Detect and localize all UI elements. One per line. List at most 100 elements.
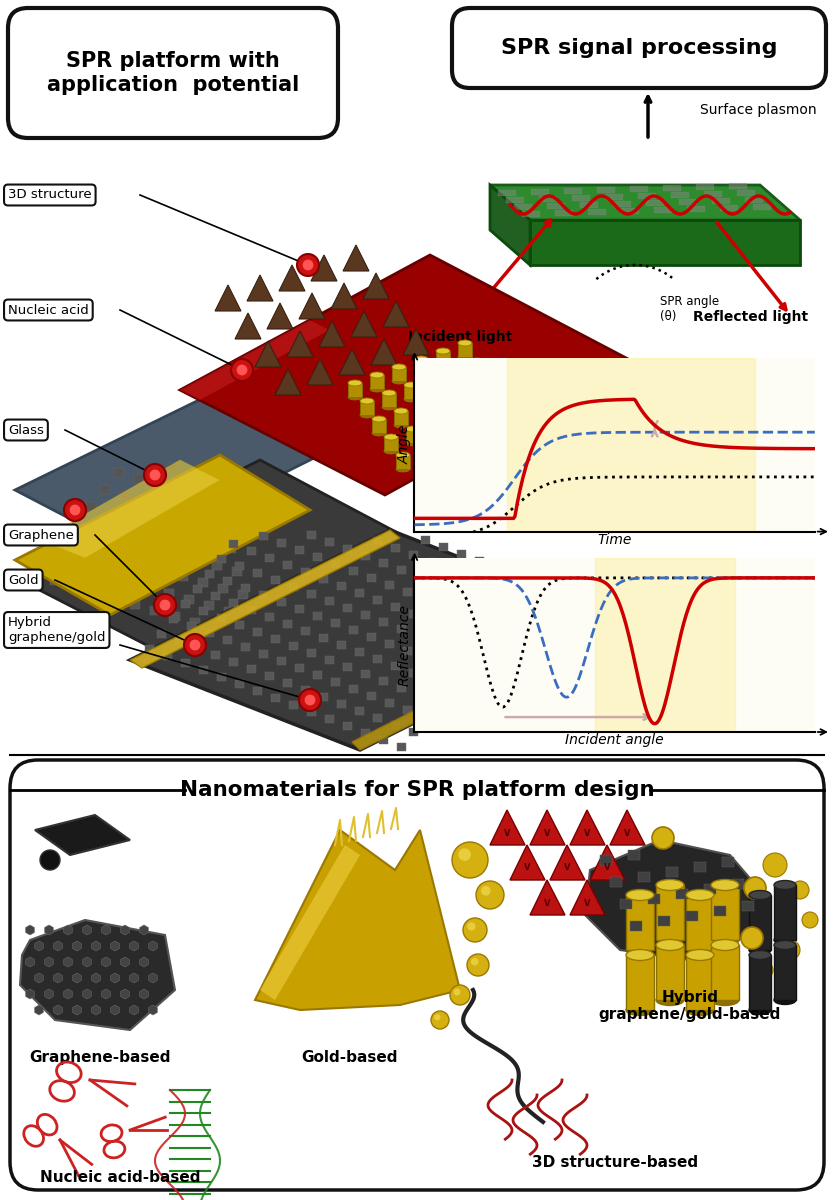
Bar: [439, 661, 448, 670]
Ellipse shape: [414, 356, 428, 362]
Ellipse shape: [384, 434, 398, 440]
Bar: [343, 604, 352, 612]
Bar: [217, 614, 226, 622]
Text: V: V: [624, 828, 631, 838]
X-axis label: Time: Time: [597, 533, 632, 547]
Circle shape: [802, 912, 818, 928]
Bar: [188, 469, 198, 478]
Circle shape: [476, 881, 504, 910]
Bar: [214, 498, 224, 506]
Bar: [235, 562, 244, 570]
Ellipse shape: [440, 450, 454, 456]
Polygon shape: [299, 293, 325, 319]
Bar: [391, 544, 400, 552]
Bar: [448, 370, 462, 383]
Bar: [283, 560, 292, 569]
Ellipse shape: [418, 458, 432, 464]
Ellipse shape: [506, 426, 520, 432]
Bar: [712, 198, 730, 204]
Bar: [271, 635, 280, 643]
Polygon shape: [255, 830, 460, 1010]
Bar: [186, 532, 196, 541]
Text: SPR platform with
application  potential: SPR platform with application potential: [47, 52, 299, 95]
Polygon shape: [15, 380, 350, 550]
Circle shape: [450, 985, 470, 1006]
Ellipse shape: [370, 386, 384, 392]
Bar: [181, 600, 190, 608]
Ellipse shape: [406, 440, 420, 446]
Circle shape: [454, 989, 460, 996]
Circle shape: [780, 940, 800, 960]
Bar: [704, 884, 716, 894]
Bar: [92, 526, 102, 534]
Ellipse shape: [396, 452, 410, 458]
Ellipse shape: [482, 376, 496, 382]
Bar: [166, 526, 176, 535]
Bar: [385, 640, 394, 648]
Bar: [493, 623, 502, 631]
Bar: [98, 548, 108, 557]
Bar: [44, 553, 54, 562]
Bar: [379, 618, 388, 626]
Ellipse shape: [416, 400, 430, 406]
Bar: [409, 610, 418, 618]
Bar: [134, 474, 144, 482]
Bar: [90, 588, 100, 596]
Ellipse shape: [348, 380, 362, 386]
Bar: [737, 190, 755, 196]
Bar: [694, 862, 706, 872]
Bar: [325, 715, 334, 722]
Bar: [361, 728, 370, 737]
Text: Hybrid
graphene/gold-based: Hybrid graphene/gold-based: [599, 990, 781, 1022]
Polygon shape: [363, 272, 389, 299]
Text: V: V: [584, 899, 590, 907]
Bar: [379, 736, 388, 744]
Bar: [564, 188, 582, 194]
Bar: [487, 601, 496, 608]
Ellipse shape: [774, 936, 796, 944]
Bar: [630, 186, 648, 192]
Bar: [498, 190, 516, 196]
Text: Nanomaterials for SPR platform design: Nanomaterials for SPR platform design: [179, 780, 655, 800]
Ellipse shape: [384, 448, 398, 454]
Bar: [104, 571, 114, 580]
Bar: [271, 576, 280, 584]
Ellipse shape: [440, 436, 454, 442]
Ellipse shape: [470, 358, 484, 364]
Ellipse shape: [438, 392, 452, 398]
Text: Reflected light: Reflected light: [693, 310, 808, 324]
Bar: [626, 955, 654, 1010]
Ellipse shape: [392, 378, 406, 384]
Bar: [190, 618, 200, 626]
Bar: [124, 577, 134, 586]
Bar: [396, 455, 410, 469]
Bar: [433, 580, 442, 588]
Bar: [265, 613, 274, 622]
Circle shape: [297, 254, 319, 276]
Bar: [415, 632, 424, 640]
Bar: [720, 205, 738, 211]
Bar: [50, 576, 60, 584]
Bar: [493, 564, 502, 572]
Ellipse shape: [458, 354, 472, 360]
Bar: [656, 886, 684, 940]
Bar: [172, 550, 182, 558]
Bar: [247, 665, 256, 673]
Polygon shape: [20, 460, 430, 670]
Polygon shape: [35, 815, 130, 854]
Ellipse shape: [686, 949, 714, 960]
Ellipse shape: [774, 996, 796, 1004]
Bar: [630, 922, 642, 931]
Circle shape: [467, 922, 475, 931]
Bar: [482, 379, 496, 392]
Bar: [319, 692, 328, 701]
FancyBboxPatch shape: [10, 760, 824, 1190]
Bar: [626, 895, 654, 950]
Bar: [494, 397, 508, 410]
Bar: [64, 559, 74, 568]
Circle shape: [452, 842, 488, 878]
Bar: [72, 518, 82, 528]
Bar: [666, 866, 678, 877]
Ellipse shape: [626, 1004, 654, 1015]
Bar: [110, 594, 120, 602]
